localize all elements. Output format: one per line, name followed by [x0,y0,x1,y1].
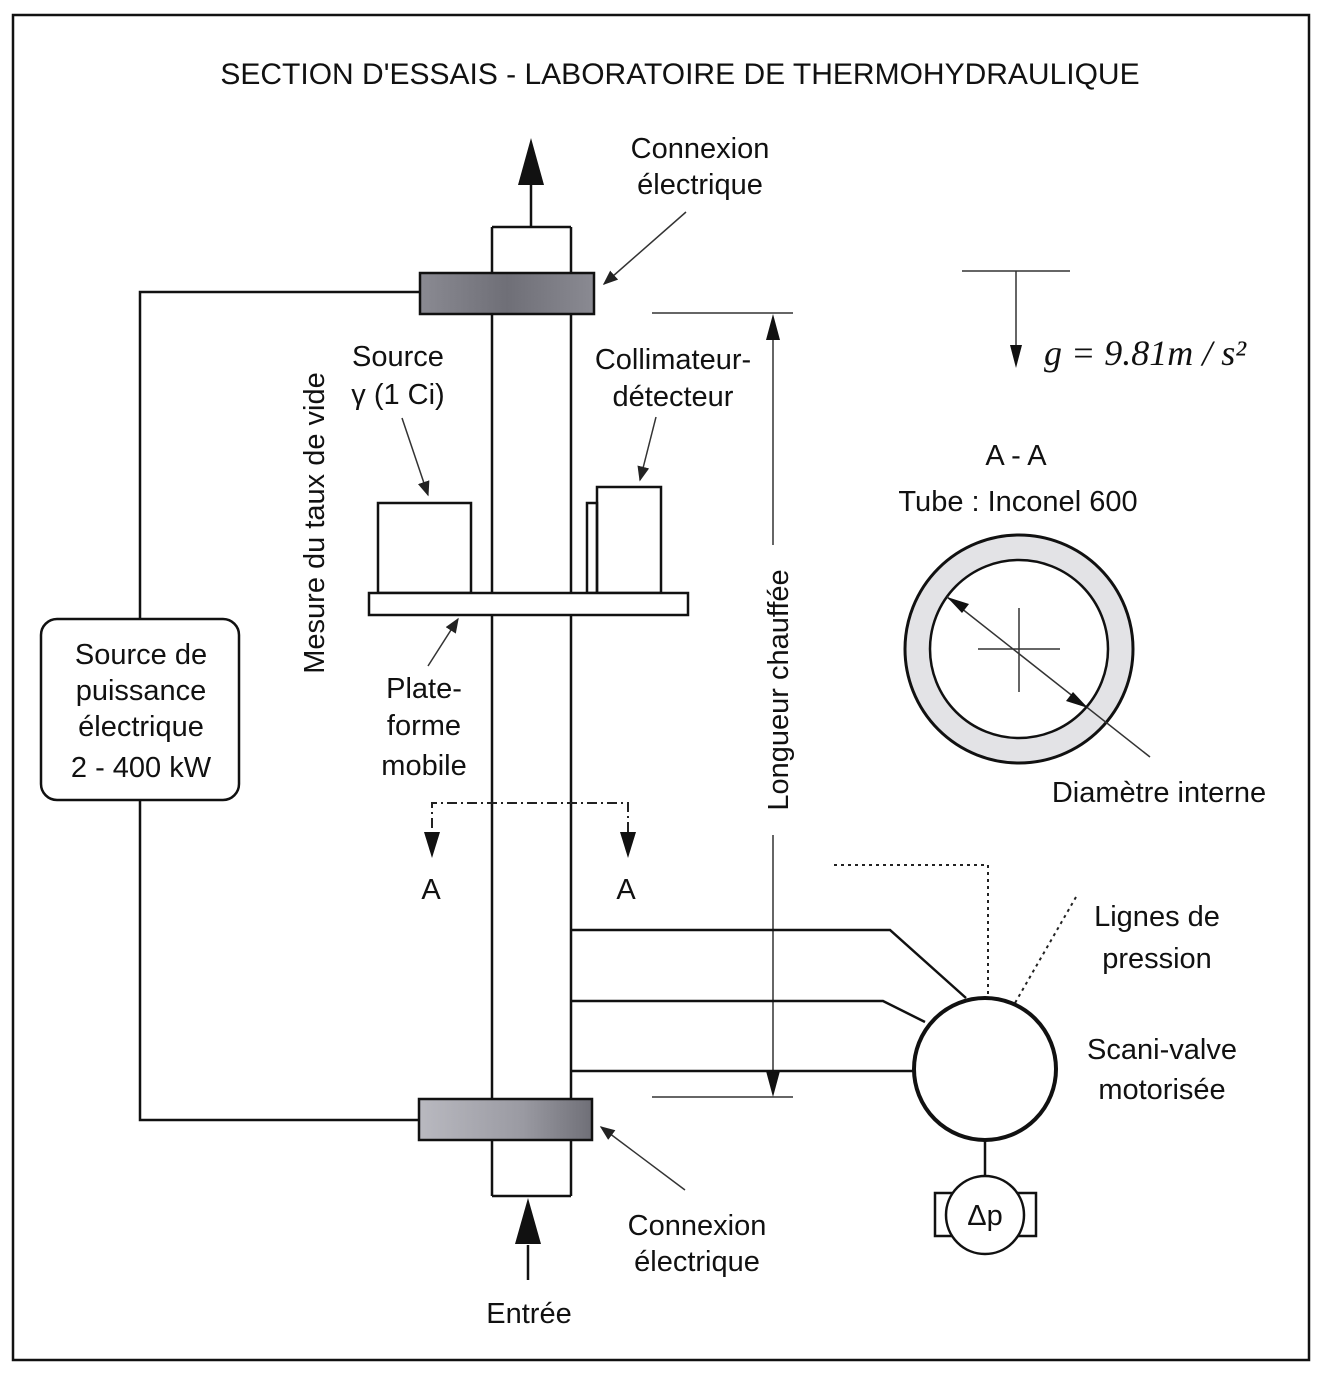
gamma-source-label-1: Source [352,341,444,373]
diagram-frame [11,13,1311,1362]
inlet-arrow [515,1198,541,1280]
collimator-label-1: Collimateur- [595,344,751,376]
bottom-connector-label-2: électrique [634,1246,760,1278]
pressure-lines-leader [834,864,989,996]
dp-label: Δp [967,1200,1003,1232]
power-source-label-4: 2 - 400 kW [71,752,212,784]
pressure-lines [571,928,967,1073]
top-connector-label-1: Connexion [631,133,770,165]
gamma-source-leader [401,417,430,497]
power-circuit-wires [138,290,420,1122]
section-marker-left: A [421,874,441,906]
top-connector-leader [602,211,687,285]
inlet-label: Entrée [486,1298,571,1330]
bottom-connector-leader [599,1126,686,1191]
dp-transducer [933,1140,1038,1256]
section-marker-right: A [616,874,636,906]
gamma-source-box [376,501,473,595]
gamma-source-label-2: γ (1 Ci) [351,379,444,411]
pressure-lines-label-leader [1014,896,1077,1004]
power-source-box [39,617,241,802]
heated-length-label: Longueur chauffée [763,569,795,810]
bottom-connector-label-1: Connexion [628,1210,767,1242]
tube-cross-section [903,533,1151,765]
void-fraction-label: Mesure du taux de vide [299,372,331,673]
scani-valve [912,996,1058,1142]
tube-material-label: Tube : Inconel 600 [898,486,1137,518]
pressure-lines-label-1: Lignes de [1094,901,1220,933]
collimator-label-2: détecteur [613,381,734,413]
outlet-arrow [518,138,544,227]
platform-label-1: Plate- [386,673,462,705]
platform-leader [427,617,459,667]
power-source-label-1: Source de [75,639,207,671]
power-source-label-2: puissance [76,675,207,707]
collimator-leader [637,416,657,482]
gravity-arrow [962,270,1070,368]
section-cut-line [424,802,636,858]
mobile-platform [367,591,690,617]
pressure-lines-label-2: pression [1102,943,1212,975]
section-view-title: A - A [985,440,1047,472]
diagram-title: SECTION D'ESSAIS - LABORATOIRE DE THERMO… [220,58,1139,91]
heated-length-dimension [652,312,793,1098]
platform-label-3: mobile [381,750,466,782]
top-electrical-connector [418,271,596,316]
platform-label-2: forme [387,710,461,742]
gravity-label: g = 9.81m / s² [1044,333,1247,373]
power-source-label-3: électrique [78,711,204,743]
scani-valve-label-2: motorisée [1098,1074,1225,1106]
scani-valve-label-1: Scani-valve [1087,1034,1237,1066]
test-tube [490,225,573,1198]
bottom-electrical-connector [417,1097,594,1142]
collimator-detector [585,485,663,595]
top-connector-label-2: électrique [637,169,763,201]
inner-diameter-label: Diamètre interne [1052,777,1266,809]
